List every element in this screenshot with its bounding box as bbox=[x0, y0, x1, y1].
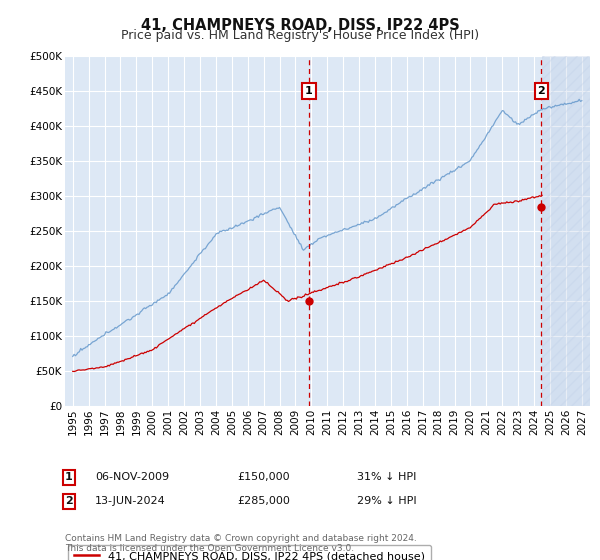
Text: 41, CHAMPNEYS ROAD, DISS, IP22 4PS: 41, CHAMPNEYS ROAD, DISS, IP22 4PS bbox=[140, 18, 460, 33]
Text: 13-JUN-2024: 13-JUN-2024 bbox=[95, 496, 166, 506]
Text: 2: 2 bbox=[538, 86, 545, 96]
Text: 2: 2 bbox=[65, 496, 73, 506]
Text: 31% ↓ HPI: 31% ↓ HPI bbox=[357, 472, 416, 482]
Text: 1: 1 bbox=[305, 86, 313, 96]
Text: Contains HM Land Registry data © Crown copyright and database right 2024.
This d: Contains HM Land Registry data © Crown c… bbox=[65, 534, 416, 553]
Text: 29% ↓ HPI: 29% ↓ HPI bbox=[357, 496, 416, 506]
Text: £150,000: £150,000 bbox=[237, 472, 290, 482]
Bar bbox=[542, 56, 590, 406]
Text: 1: 1 bbox=[65, 472, 73, 482]
Text: 06-NOV-2009: 06-NOV-2009 bbox=[95, 472, 169, 482]
Legend: 41, CHAMPNEYS ROAD, DISS, IP22 4PS (detached house), HPI: Average price, detache: 41, CHAMPNEYS ROAD, DISS, IP22 4PS (deta… bbox=[68, 545, 431, 560]
Text: £285,000: £285,000 bbox=[237, 496, 290, 506]
Text: Price paid vs. HM Land Registry's House Price Index (HPI): Price paid vs. HM Land Registry's House … bbox=[121, 29, 479, 42]
